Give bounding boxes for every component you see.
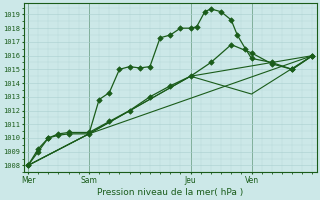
X-axis label: Pression niveau de la mer( hPa ): Pression niveau de la mer( hPa ) — [97, 188, 244, 197]
